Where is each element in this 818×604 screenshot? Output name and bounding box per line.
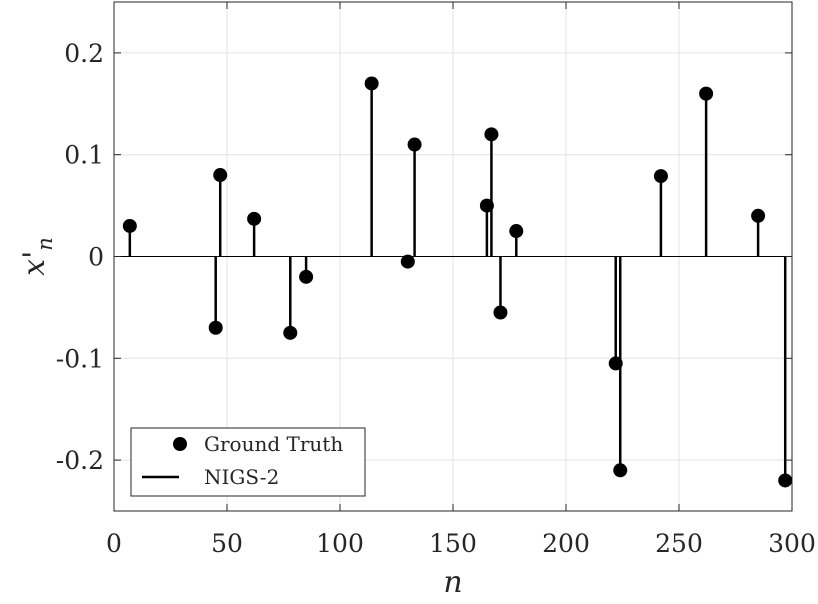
y-axis-ticks: 0.2 0.1 0 -0.1 -0.2 <box>56 39 792 475</box>
data-point <box>699 86 714 101</box>
y-tick-label: 0.1 <box>64 141 104 170</box>
data-point <box>613 463 628 478</box>
data-point <box>247 211 262 226</box>
markers <box>122 76 793 488</box>
x-axis-label: n <box>443 565 462 599</box>
data-point <box>479 198 494 213</box>
legend-box <box>130 427 366 497</box>
x-tick-label: 50 <box>211 529 243 558</box>
data-point <box>283 325 298 340</box>
y-tick-label: 0.2 <box>64 39 104 68</box>
y-tick-label: -0.2 <box>56 446 104 475</box>
x-tick-label: 300 <box>768 529 816 558</box>
data-point <box>364 76 379 91</box>
data-point <box>778 473 793 488</box>
x-tick-label: 0 <box>106 529 122 558</box>
legend-label-ground-truth: Ground Truth <box>204 432 343 456</box>
legend-marker-ground-truth <box>173 437 187 451</box>
x-tick-label: 200 <box>542 529 590 558</box>
x-tick-label: 100 <box>316 529 364 558</box>
y-tick-label: -0.1 <box>56 344 104 373</box>
data-point <box>213 168 228 183</box>
x-tick-label: 250 <box>655 529 703 558</box>
y-axis-label-text: x'n <box>17 237 57 276</box>
data-point <box>484 127 499 142</box>
data-point <box>208 320 223 335</box>
data-point <box>122 218 137 233</box>
data-point <box>608 356 623 371</box>
data-point <box>493 305 508 320</box>
legend-label-nigs-2: NIGS-2 <box>204 465 279 489</box>
stems <box>128 83 787 481</box>
x-tick-label: 150 <box>429 529 477 558</box>
data-point <box>299 269 314 284</box>
data-point <box>400 254 415 269</box>
data-point <box>653 169 668 184</box>
y-tick-label: 0 <box>88 243 104 272</box>
data-point <box>751 208 766 223</box>
y-axis-label: x'n <box>17 237 57 276</box>
x-axis-ticks: 0 50 100 150 200 250 300 <box>106 2 816 558</box>
legend: Ground Truth NIGS-2 <box>130 427 366 497</box>
data-point <box>407 137 422 152</box>
data-point <box>509 224 524 239</box>
